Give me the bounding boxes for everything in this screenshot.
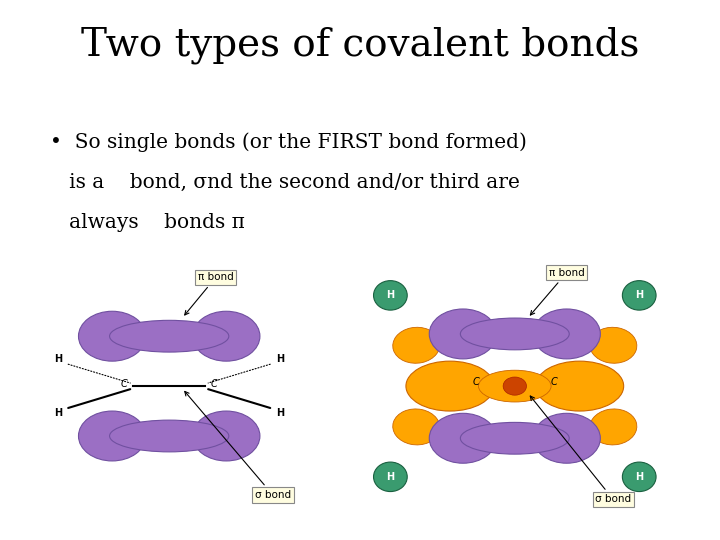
Ellipse shape [622, 462, 656, 491]
Ellipse shape [533, 413, 600, 463]
Text: H: H [54, 408, 62, 418]
Ellipse shape [374, 281, 408, 310]
Ellipse shape [78, 411, 146, 461]
Ellipse shape [429, 309, 497, 359]
Text: σ bond: σ bond [530, 396, 631, 504]
Ellipse shape [392, 327, 440, 363]
Ellipse shape [460, 318, 570, 350]
Ellipse shape [374, 462, 408, 491]
Text: Two types of covalent bonds: Two types of covalent bonds [81, 27, 639, 64]
Ellipse shape [109, 420, 229, 452]
Text: π bond: π bond [185, 272, 234, 315]
Ellipse shape [78, 311, 146, 361]
Ellipse shape [192, 411, 260, 461]
Text: H: H [387, 472, 395, 482]
Ellipse shape [503, 377, 526, 395]
Text: C: C [121, 379, 127, 389]
Ellipse shape [590, 327, 637, 363]
Text: H: H [635, 472, 643, 482]
Ellipse shape [429, 413, 497, 463]
Ellipse shape [622, 281, 656, 310]
Text: C: C [211, 379, 217, 389]
Ellipse shape [117, 373, 221, 400]
Ellipse shape [460, 422, 570, 454]
Text: C: C [550, 376, 557, 387]
Text: π bond: π bond [531, 268, 585, 315]
Ellipse shape [536, 361, 624, 411]
Ellipse shape [406, 361, 494, 411]
Ellipse shape [479, 370, 551, 402]
Text: H: H [276, 354, 284, 364]
Text: •  So single bonds (or the FIRST bond formed): • So single bonds (or the FIRST bond for… [50, 132, 527, 152]
Text: H: H [54, 354, 62, 364]
Text: H: H [387, 291, 395, 300]
Ellipse shape [109, 320, 229, 352]
Text: σ bond: σ bond [185, 392, 291, 500]
Ellipse shape [192, 311, 260, 361]
Text: H: H [635, 291, 643, 300]
Ellipse shape [392, 409, 440, 445]
Ellipse shape [590, 409, 637, 445]
Text: always    bonds π: always bonds π [50, 213, 246, 232]
Ellipse shape [533, 309, 600, 359]
Text: C: C [472, 376, 480, 387]
Text: is a    bond, σnd the second and/or third are: is a bond, σnd the second and/or third a… [50, 173, 521, 192]
Text: H: H [276, 408, 284, 418]
